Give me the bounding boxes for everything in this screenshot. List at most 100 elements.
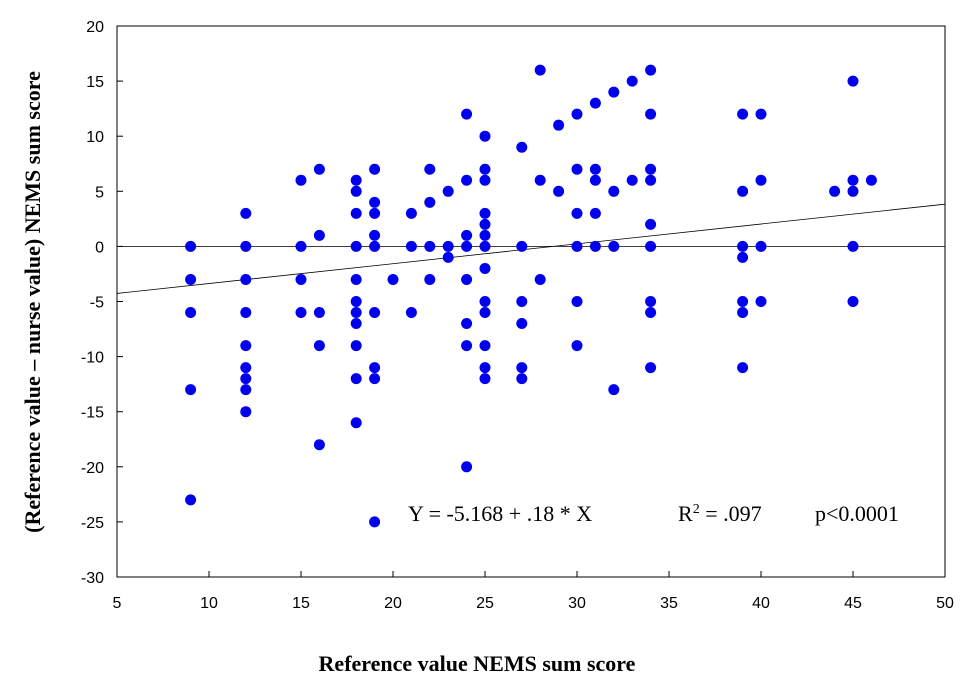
data-point bbox=[350, 273, 362, 285]
data-point bbox=[240, 373, 252, 385]
regression-equation: Y = -5.168 + .18 * X bbox=[408, 501, 592, 526]
data-point bbox=[589, 163, 601, 175]
data-point bbox=[626, 75, 638, 87]
y-tick-label: -10 bbox=[81, 350, 104, 367]
data-point bbox=[479, 340, 491, 352]
data-point bbox=[737, 240, 749, 252]
data-point bbox=[645, 218, 657, 230]
x-tick-label: 35 bbox=[660, 595, 678, 612]
data-point bbox=[755, 174, 767, 186]
data-point bbox=[442, 251, 454, 263]
data-point bbox=[847, 185, 859, 197]
data-point bbox=[737, 185, 749, 197]
r-squared-superscript: 2 bbox=[693, 502, 700, 517]
data-point bbox=[829, 185, 841, 197]
data-point bbox=[608, 384, 620, 396]
data-point bbox=[847, 174, 859, 186]
y-tick-label: 20 bbox=[86, 19, 104, 36]
data-point bbox=[461, 318, 473, 330]
data-point bbox=[553, 185, 565, 197]
data-point bbox=[240, 240, 252, 252]
p-value-annotation: p<0.0001 bbox=[815, 501, 899, 526]
data-points bbox=[185, 64, 877, 528]
data-point bbox=[350, 307, 362, 319]
data-point bbox=[737, 108, 749, 120]
data-point bbox=[571, 296, 583, 307]
data-point bbox=[516, 141, 528, 153]
data-point bbox=[755, 240, 767, 252]
x-axis-ticks: 5 10 15 20 25 30 35 40 45 50 bbox=[113, 571, 954, 612]
data-point bbox=[240, 362, 252, 374]
data-point bbox=[313, 229, 325, 241]
data-point bbox=[185, 384, 197, 396]
data-point bbox=[534, 273, 546, 285]
data-point bbox=[626, 174, 638, 186]
data-point bbox=[185, 307, 197, 319]
data-point bbox=[516, 296, 528, 307]
y-tick-label: 5 bbox=[95, 184, 104, 201]
data-point bbox=[369, 163, 381, 175]
data-point bbox=[645, 307, 657, 319]
x-tick-label: 15 bbox=[292, 595, 310, 612]
data-point bbox=[516, 362, 528, 374]
data-point bbox=[479, 130, 491, 142]
data-point bbox=[461, 461, 473, 473]
data-point bbox=[847, 240, 859, 252]
data-point bbox=[645, 240, 657, 252]
data-point bbox=[313, 439, 325, 451]
r-squared-annotation: R2 = .097 bbox=[678, 501, 762, 526]
data-point bbox=[755, 296, 767, 307]
y-tick-label: 10 bbox=[86, 129, 104, 146]
data-point bbox=[737, 251, 749, 263]
data-point bbox=[589, 174, 601, 186]
data-point bbox=[571, 240, 583, 252]
y-tick-label: 15 bbox=[86, 74, 104, 91]
data-point bbox=[589, 207, 601, 219]
data-point bbox=[240, 207, 252, 219]
x-tick-label: 25 bbox=[476, 595, 494, 612]
data-point bbox=[350, 296, 362, 307]
x-tick-label: 50 bbox=[936, 595, 954, 612]
data-point bbox=[737, 307, 749, 319]
data-point bbox=[461, 273, 473, 285]
data-point bbox=[479, 262, 491, 274]
data-point bbox=[313, 163, 325, 175]
data-point bbox=[479, 362, 491, 374]
data-point bbox=[755, 108, 767, 120]
data-point bbox=[608, 86, 620, 98]
data-point bbox=[479, 307, 491, 319]
data-point bbox=[295, 273, 307, 285]
data-point bbox=[350, 207, 362, 219]
x-tick-label: 5 bbox=[113, 595, 122, 612]
x-tick-label: 10 bbox=[200, 595, 218, 612]
data-point bbox=[608, 185, 620, 197]
data-point bbox=[461, 340, 473, 352]
y-tick-label: -5 bbox=[90, 295, 104, 312]
data-point bbox=[737, 296, 749, 307]
data-point bbox=[350, 240, 362, 252]
data-point bbox=[645, 362, 657, 374]
data-point bbox=[479, 174, 491, 186]
y-tick-label: -20 bbox=[81, 460, 104, 477]
data-point bbox=[461, 229, 473, 241]
data-point bbox=[865, 174, 877, 186]
data-point bbox=[240, 340, 252, 352]
data-point bbox=[461, 240, 473, 252]
data-point bbox=[350, 417, 362, 429]
data-point bbox=[571, 340, 583, 352]
data-point bbox=[185, 273, 197, 285]
data-point bbox=[313, 307, 325, 319]
data-point bbox=[240, 307, 252, 319]
data-point bbox=[185, 494, 197, 506]
data-point bbox=[369, 207, 381, 219]
data-point bbox=[461, 174, 473, 186]
r-squared-prefix: R bbox=[678, 501, 693, 526]
data-point bbox=[479, 373, 491, 385]
data-point bbox=[295, 240, 307, 252]
data-point bbox=[369, 229, 381, 241]
data-point bbox=[461, 108, 473, 120]
data-point bbox=[424, 163, 436, 175]
data-point bbox=[405, 240, 417, 252]
data-point bbox=[387, 273, 399, 285]
